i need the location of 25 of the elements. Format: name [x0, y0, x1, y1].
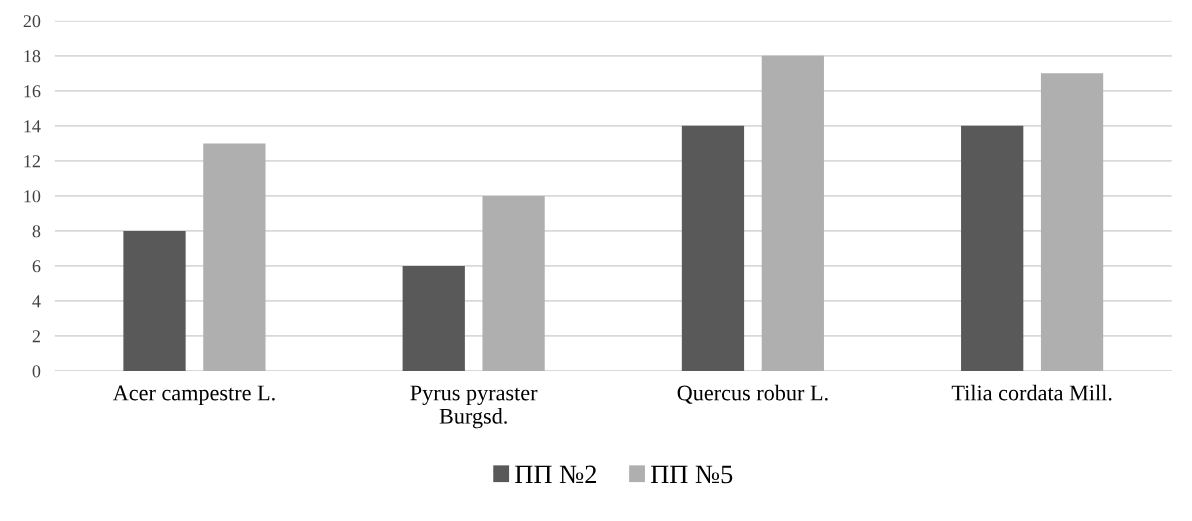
y-tick-label: 6 — [32, 260, 41, 273]
x-tick-label: Pyrus pyraster Burgsd. — [410, 385, 538, 429]
bar — [1040, 73, 1104, 371]
bar — [761, 55, 824, 371]
bar — [123, 230, 186, 371]
y-tick-label: 20 — [23, 15, 41, 28]
x-tick-label: Tilia cordata Mill. — [951, 384, 1112, 401]
y-tick-label: 0 — [32, 365, 41, 378]
y-tick-label: 12 — [24, 155, 40, 168]
legend-label: ПП №5 — [650, 465, 733, 484]
y-tick-label: 10 — [24, 190, 41, 203]
x-tick-label: Acer campestre L. — [112, 385, 275, 405]
y-tick-label: 2 — [32, 330, 40, 343]
bar — [961, 125, 1024, 371]
x-tick-label: Quercus robur L. — [677, 384, 828, 404]
y-tick-label: 18 — [24, 50, 41, 63]
bar — [203, 143, 266, 371]
bar — [482, 195, 545, 371]
y-tick-label: 16 — [24, 85, 41, 98]
y-tick-label: 4 — [32, 295, 41, 308]
legend-label: ПП №2 — [515, 465, 596, 484]
bar — [402, 265, 465, 371]
y-tick-label: 14 — [24, 120, 41, 133]
bar — [681, 125, 745, 371]
y-tick-label: 8 — [32, 225, 41, 238]
